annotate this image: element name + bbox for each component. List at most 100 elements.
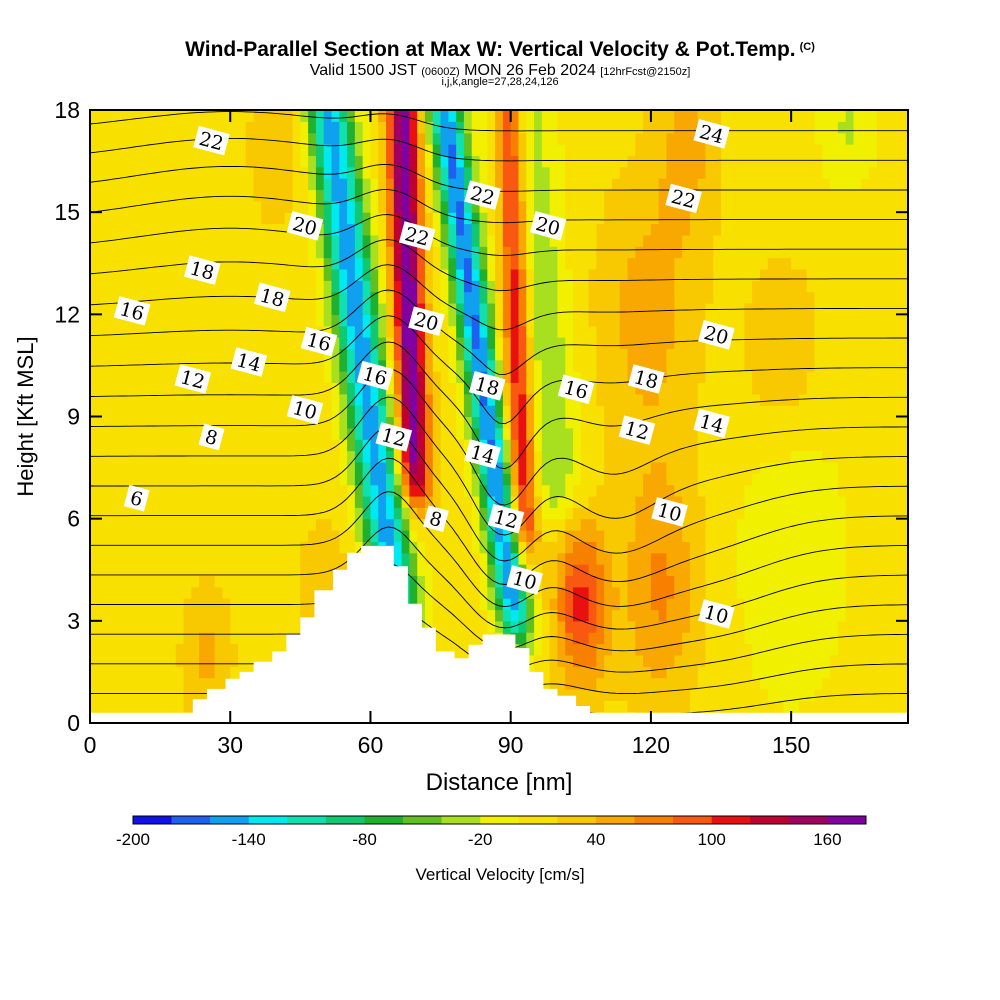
velocity-cell: [432, 337, 442, 349]
velocity-cell: [253, 155, 262, 168]
velocity-cell: [518, 552, 527, 565]
velocity-cell: [759, 677, 769, 690]
velocity-cell: [806, 586, 816, 599]
velocity-cell: [798, 439, 808, 452]
velocity-cell: [90, 280, 99, 293]
velocity-cell: [806, 620, 816, 633]
velocity-cell: [534, 110, 543, 122]
velocity-cell: [682, 325, 691, 338]
velocity-cell: [604, 371, 613, 384]
velocity-cell: [759, 575, 769, 588]
velocity-cell: [541, 427, 551, 440]
velocity-cell: [767, 586, 777, 599]
velocity-cell: [214, 155, 224, 168]
velocity-cell: [588, 200, 597, 213]
velocity-cell: [674, 155, 683, 168]
velocity-cell: [315, 144, 325, 157]
velocity-cell: [339, 325, 348, 338]
velocity-cell: [705, 439, 714, 452]
velocity-cell: [502, 337, 512, 349]
velocity-cell: [495, 155, 504, 168]
velocity-cell: [331, 393, 340, 406]
velocity-cell: [362, 302, 372, 315]
velocity-cell: [767, 223, 777, 236]
velocity-cell: [175, 575, 185, 588]
velocity-cell: [635, 439, 644, 452]
velocity-cell: [721, 575, 730, 588]
velocity-cell: [230, 166, 239, 179]
velocity-cell: [463, 257, 473, 270]
velocity-cell: [611, 121, 621, 134]
velocity-cell: [502, 564, 512, 577]
velocity-cell: [565, 609, 574, 622]
velocity-cell: [409, 393, 418, 406]
velocity-cell: [666, 212, 675, 225]
velocity-cell: [90, 700, 99, 713]
velocity-cell: [674, 677, 683, 690]
velocity-cell: [627, 314, 636, 327]
velocity-cell: [487, 144, 496, 157]
velocity-cell: [463, 268, 473, 281]
velocity-cell: [658, 178, 668, 191]
velocity-cell: [728, 518, 738, 531]
velocity-cell: [759, 337, 769, 349]
velocity-cell: [292, 121, 301, 134]
velocity-cell: [261, 484, 270, 497]
velocity-cell: [90, 314, 99, 327]
velocity-cell: [300, 541, 309, 554]
velocity-cell: [292, 200, 301, 213]
velocity-cell: [463, 495, 473, 508]
velocity-cell: [752, 371, 761, 384]
velocity-cell: [752, 268, 761, 281]
velocity-cell: [775, 427, 784, 440]
velocity-cell: [354, 234, 364, 247]
velocity-cell: [370, 144, 379, 157]
velocity-cell: [783, 586, 792, 599]
velocity-cell: [440, 484, 449, 497]
velocity-cell: [191, 518, 200, 531]
velocity-cell: [806, 632, 816, 645]
velocity-cell: [97, 552, 107, 565]
velocity-cell: [300, 575, 309, 588]
velocity-cell: [798, 575, 808, 588]
velocity-cell: [728, 212, 738, 225]
velocity-cell: [276, 632, 286, 645]
velocity-cell: [752, 110, 761, 122]
velocity-cell: [191, 439, 200, 452]
velocity-cell: [136, 371, 146, 384]
velocity-cell: [183, 507, 192, 520]
velocity-cell: [417, 144, 426, 157]
velocity-cell: [167, 178, 177, 191]
velocity-cell: [253, 337, 262, 349]
velocity-cell: [136, 110, 146, 122]
velocity-cell: [300, 189, 309, 202]
velocity-cell: [557, 598, 566, 611]
velocity-cell: [128, 564, 138, 577]
velocity-cell: [526, 541, 535, 554]
velocity-cell: [479, 427, 488, 440]
velocity-cell: [565, 166, 574, 179]
velocity-cell: [635, 632, 644, 645]
velocity-cell: [144, 393, 153, 406]
velocity-cell: [276, 575, 286, 588]
velocity-cell: [144, 348, 153, 361]
velocity-cell: [502, 427, 512, 440]
velocity-cell: [534, 234, 543, 247]
velocity-cell: [736, 291, 745, 304]
velocity-cell: [596, 416, 605, 429]
velocity-cell: [121, 405, 130, 418]
velocity-cell: [658, 234, 668, 247]
velocity-cell: [736, 654, 745, 667]
velocity-cell: [347, 223, 356, 236]
velocity-cell: [697, 586, 707, 599]
velocity-cell: [354, 178, 364, 191]
velocity-cell: [199, 212, 208, 225]
velocity-cell: [238, 291, 247, 304]
velocity-cell: [284, 439, 294, 452]
velocity-cell: [183, 325, 192, 338]
velocity-cell: [565, 575, 574, 588]
velocity-cell: [721, 268, 730, 281]
velocity-cell: [97, 677, 107, 690]
velocity-cell: [557, 688, 566, 701]
velocity-cell: [534, 280, 543, 293]
